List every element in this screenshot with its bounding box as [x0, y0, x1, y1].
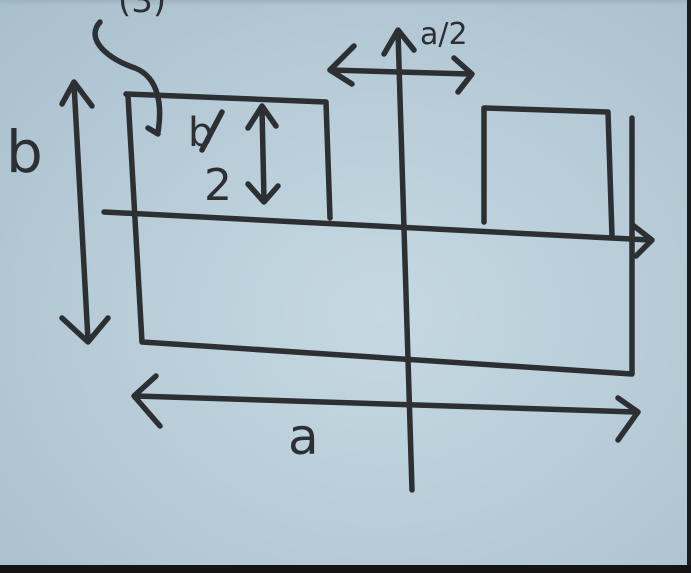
top-right-cutoff-label: a/2	[420, 17, 468, 52]
bottom-edge	[0, 565, 691, 573]
right-small-rectangle	[481, 105, 615, 239]
top-cutoff-label: (3)	[118, 0, 166, 21]
height-arrow-top-head	[59, 79, 95, 109]
horizontal-axis-arrowhead	[631, 223, 655, 259]
half-height-arrow-top-head	[245, 103, 279, 131]
width-arrow-left-head	[131, 373, 163, 429]
height-arrow-line	[71, 81, 91, 343]
pointer-curve	[92, 19, 163, 135]
half-height-arrow-bottom-head	[245, 181, 281, 205]
left-small-rectangle	[123, 91, 333, 221]
width-arrow-line	[133, 393, 639, 415]
top-edge	[0, 0, 691, 6]
vertical-axis	[395, 29, 415, 493]
right-edge	[687, 0, 691, 573]
top-double-arrow-right-head	[451, 55, 475, 95]
half-height-denominator: 2	[204, 160, 232, 211]
half-height-arrow-line	[259, 105, 267, 203]
top-double-arrow-left-head	[327, 43, 357, 87]
large-rectangle	[125, 93, 635, 377]
half-height-fraction-slash	[199, 109, 225, 153]
width-arrow-right-head	[615, 395, 641, 443]
height-arrow-bottom-head	[59, 315, 111, 345]
horizontal-axis	[101, 209, 653, 243]
height-label: b	[6, 118, 43, 186]
pointer-tip	[145, 125, 161, 137]
width-label: a	[288, 408, 319, 466]
vertical-axis-arrowhead	[381, 27, 417, 57]
top-double-arrow-line	[327, 67, 473, 77]
